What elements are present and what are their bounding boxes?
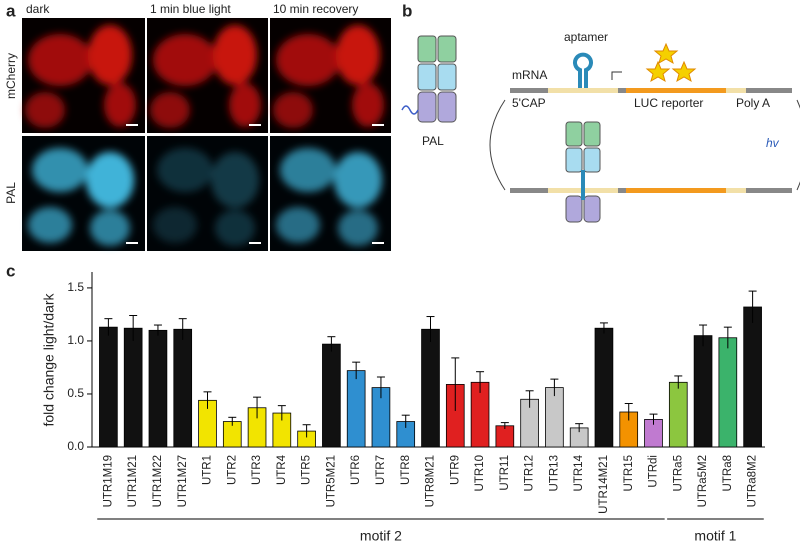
bar (718, 337, 738, 448)
x-tick-label: UTRa5 (672, 455, 684, 491)
column-title: 1 min blue light (150, 2, 231, 16)
bar (545, 387, 564, 448)
x-tick-label: UTR12 (524, 455, 536, 491)
x-tick-label: UTR1M21 (127, 455, 139, 507)
diagram (401, 35, 800, 223)
bar (173, 328, 193, 448)
group-label: motif 2 (360, 528, 402, 544)
x-tick-label: UTR3 (251, 455, 263, 485)
diagram-label: PAL (422, 134, 444, 148)
x-tick-label: UTR7 (375, 455, 387, 485)
x-tick-label: UTRa8M2 (747, 455, 759, 507)
x-tick-label: UTR14M21 (598, 455, 610, 514)
x-tick-label: UTR5 (301, 455, 313, 485)
panel-label: c (6, 261, 15, 280)
x-tick-label: UTRdi (648, 455, 660, 488)
x-tick-label: UTR14 (573, 454, 585, 491)
x-tick-label: UTR13 (548, 455, 560, 491)
row-label: mCherry (4, 53, 18, 99)
row-label: PAL (4, 182, 18, 204)
x-tick-label: UTR1M27 (177, 455, 189, 507)
panel-label: b (402, 1, 412, 20)
x-tick-label: UTR1M22 (152, 455, 164, 507)
y-tick-label: 1.0 (67, 333, 84, 347)
x-tick-label: UTR15 (623, 455, 635, 491)
x-tick-label: UTRa5M2 (697, 455, 709, 507)
y-tick-label: 1.5 (67, 280, 84, 294)
x-tick-label: UTR1M19 (102, 455, 114, 507)
x-tick-label: UTR6 (350, 455, 362, 485)
micrographs (22, 18, 391, 251)
y-tick-label: 0.5 (67, 386, 84, 400)
bar (322, 343, 341, 448)
y-axis-title: fold change light/dark (41, 292, 57, 426)
x-tick-label: UTRa8 (722, 455, 734, 491)
x-tick-label: UTR1 (202, 455, 214, 485)
bar (346, 370, 366, 448)
bar (743, 306, 762, 448)
group-label: motif 1 (694, 528, 736, 544)
diagram-label: mRNA (512, 68, 547, 82)
x-tick-label: UTR8M21 (425, 455, 437, 507)
bar (668, 381, 688, 448)
bar (594, 327, 614, 448)
x-tick-label: UTR2 (226, 455, 238, 485)
diagram-label: aptamer (564, 30, 608, 44)
x-tick-label: UTR4 (276, 454, 288, 485)
x-tick-label: UTR9 (449, 455, 461, 485)
column-title: 10 min recovery (273, 2, 358, 16)
x-tick-label: UTR10 (474, 455, 486, 491)
bar (693, 335, 713, 448)
bar (148, 329, 168, 448)
diagram-label: LUC reporter (634, 96, 703, 110)
bar (421, 328, 440, 448)
panel-label: a (6, 1, 16, 20)
diagram-label: 5'CAP (512, 96, 546, 110)
column-title: dark (26, 2, 50, 16)
x-tick-label: UTR5M21 (325, 455, 337, 507)
bar (123, 327, 143, 448)
x-tick-label: UTR8 (400, 455, 412, 485)
bar (99, 326, 118, 448)
diagram-label: hv (766, 136, 780, 150)
diagram-label: Poly A (736, 96, 770, 110)
x-tick-label: UTR11 (499, 455, 511, 491)
y-tick-label: 0.0 (67, 439, 84, 453)
